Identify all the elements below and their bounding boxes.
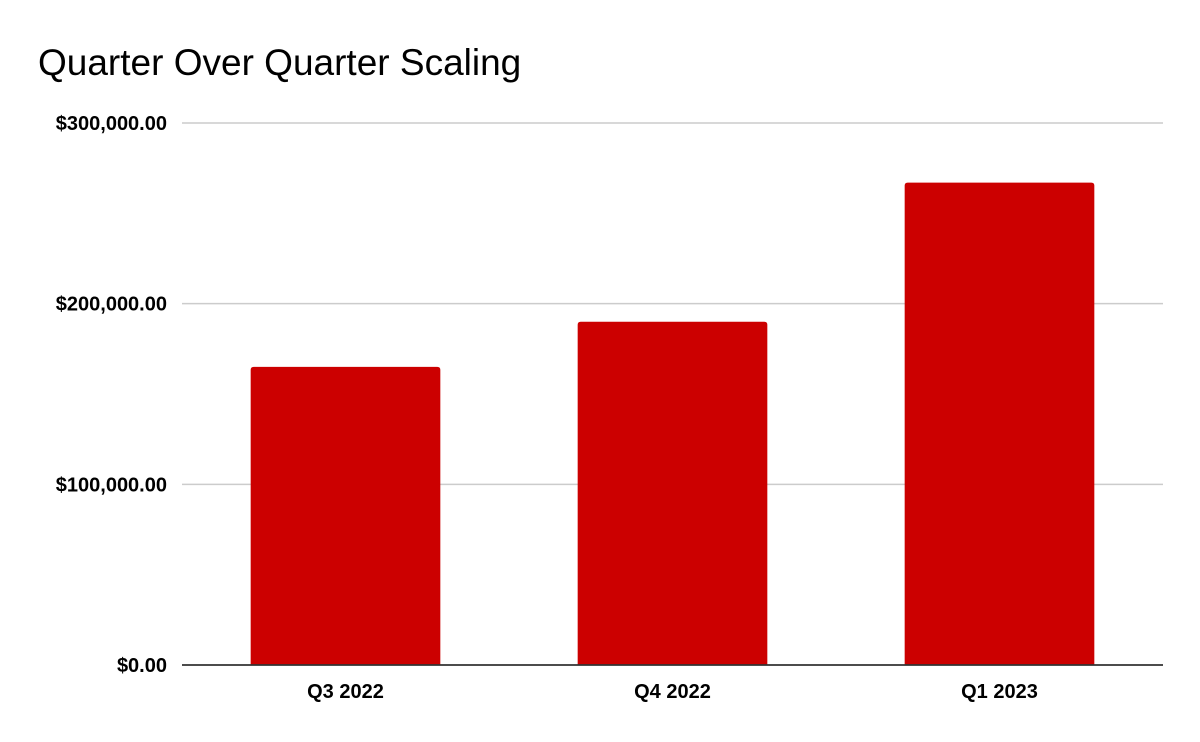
- bar: [904, 182, 1095, 665]
- x-tick-label: Q3 2022: [307, 681, 384, 703]
- bar: [250, 366, 441, 665]
- bar: [577, 321, 768, 665]
- x-axis-tick-labels: Q3 2022 Q4 2022 Q1 2023: [307, 681, 1038, 703]
- y-tick-label: $300,000.00: [56, 113, 167, 135]
- y-tick-label: $200,000.00: [56, 294, 167, 316]
- x-tick-label: Q4 2022: [634, 681, 711, 703]
- y-tick-label: $0.00: [117, 655, 167, 677]
- y-tick-label: $100,000.00: [56, 474, 167, 496]
- x-tick-label: Q1 2023: [961, 681, 1038, 703]
- chart-title: Quarter Over Quarter Scaling: [38, 42, 521, 83]
- y-axis-tick-labels: $0.00 $100,000.00 $200,000.00 $300,000.00: [56, 113, 167, 677]
- bars: [250, 182, 1095, 665]
